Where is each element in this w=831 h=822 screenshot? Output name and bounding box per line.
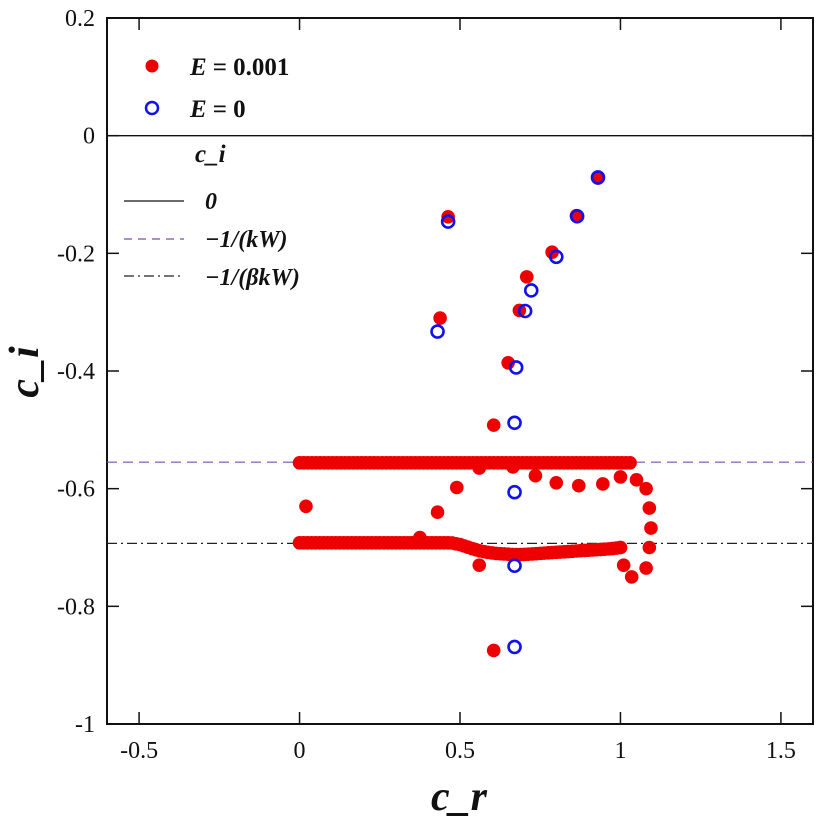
point-e-0001: [433, 311, 447, 325]
y-tick-label: 0: [83, 124, 95, 150]
point-e-0001: [430, 505, 445, 519]
legend-ref-label-3: −1/(βkW): [205, 265, 300, 291]
point-e-0: [508, 360, 524, 375]
point-e-0001: [472, 461, 487, 475]
point-e-0: [507, 484, 522, 500]
point-e-0: [440, 214, 456, 229]
point-e-0: [548, 249, 564, 265]
legend-ref-label-2: −1/(kW): [205, 227, 288, 253]
legend-ref-label-1: 0: [205, 189, 217, 215]
y-tick-label: -0.8: [57, 594, 95, 620]
point-e-0001: [449, 480, 464, 495]
x-tick-label: 0.5: [445, 738, 475, 764]
point-e-0001: [642, 501, 657, 515]
x-tick-label: 0: [294, 738, 306, 764]
point-e-0001: [472, 558, 487, 572]
legend: E = 0.001 E = 0 c_i 0 −1/(kW) −1/(βkW): [124, 54, 300, 291]
band-point: [623, 455, 637, 470]
point-e-0001: [519, 270, 534, 284]
y-tick-label: -1: [75, 712, 95, 738]
x-tick-label: 1: [614, 738, 626, 764]
point-e-0001: [486, 643, 501, 658]
point-e-0: [517, 303, 533, 319]
point-e-0001: [596, 477, 610, 491]
legend-marker-filled: [145, 59, 159, 73]
point-e-0001: [613, 470, 628, 484]
point-e-0001: [616, 558, 631, 572]
point-e-0001: [639, 481, 653, 496]
legend-label-series-2: E = 0: [189, 96, 246, 123]
point-e-0001: [413, 530, 427, 545]
point-e-0001: [639, 561, 653, 575]
point-e-0001: [486, 418, 501, 432]
y-tick-label: -0.4: [57, 359, 95, 385]
legend-ref-title: c_i: [195, 141, 226, 168]
x-axis-label: c_r: [431, 774, 488, 820]
legend-label-series-1: E = 0.001: [189, 54, 289, 81]
y-tick-label: 0.2: [65, 6, 95, 32]
point-e-0001: [528, 468, 543, 483]
x-tick-label: -0.5: [120, 738, 158, 764]
point-e-0: [523, 283, 539, 298]
x-tick-label: 1.5: [766, 738, 796, 764]
y-tick-label: -0.6: [57, 477, 95, 503]
point-e-0: [507, 415, 522, 431]
point-e-0001: [506, 460, 520, 474]
point-e-0: [590, 170, 606, 185]
point-e-0001: [644, 521, 658, 535]
point-e-0: [507, 558, 522, 574]
y-tick-label: -0.2: [57, 241, 95, 267]
point-e-0001: [642, 540, 657, 555]
plot-frame: [106, 17, 814, 725]
point-e-0001: [613, 540, 628, 555]
y-axis-label: c_i: [2, 346, 48, 398]
point-e-0001: [299, 499, 313, 514]
point-e-0001: [571, 478, 586, 493]
point-e-0001: [549, 475, 564, 490]
point-e-0: [507, 639, 522, 655]
point-e-0001: [629, 473, 644, 487]
point-e-0001: [624, 570, 639, 584]
legend-marker-open: [144, 100, 160, 116]
point-e-0: [430, 324, 445, 339]
point-e-0: [569, 208, 585, 224]
